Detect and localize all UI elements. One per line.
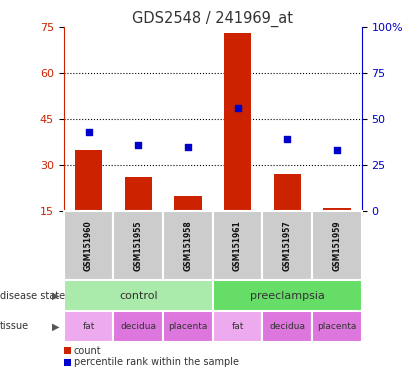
Bar: [64, 311, 113, 342]
Text: count: count: [74, 346, 102, 356]
Point: [85, 129, 92, 135]
Bar: [323, 208, 351, 211]
Text: ▶: ▶: [52, 291, 59, 301]
Text: GSM151960: GSM151960: [84, 220, 93, 271]
Text: fat: fat: [231, 322, 244, 331]
Text: GSM151958: GSM151958: [183, 220, 192, 271]
Bar: [125, 177, 152, 211]
Point: [234, 105, 241, 111]
Point: [135, 142, 141, 148]
Text: preeclampsia: preeclampsia: [250, 291, 325, 301]
Text: GSM151957: GSM151957: [283, 220, 292, 271]
Bar: [163, 211, 213, 280]
Title: GDS2548 / 241969_at: GDS2548 / 241969_at: [132, 11, 293, 27]
Point: [185, 144, 191, 150]
Bar: [64, 211, 113, 280]
Text: tissue: tissue: [0, 321, 29, 331]
Text: ▶: ▶: [52, 321, 59, 331]
Bar: [224, 33, 251, 211]
Bar: [312, 211, 362, 280]
Point: [284, 136, 291, 142]
Bar: [75, 150, 102, 211]
Text: decidua: decidua: [269, 322, 305, 331]
Text: placenta: placenta: [168, 322, 208, 331]
Text: GSM151959: GSM151959: [332, 220, 342, 271]
Bar: [163, 311, 213, 342]
Bar: [213, 211, 262, 280]
Text: GSM151955: GSM151955: [134, 220, 143, 271]
Text: decidua: decidua: [120, 322, 156, 331]
Text: control: control: [119, 291, 157, 301]
Bar: [213, 311, 262, 342]
Point: [334, 147, 340, 154]
Text: disease state: disease state: [0, 291, 65, 301]
Bar: [113, 211, 163, 280]
Text: fat: fat: [82, 322, 95, 331]
Bar: [64, 280, 213, 311]
Bar: [174, 196, 201, 211]
Bar: [312, 311, 362, 342]
Text: GSM151961: GSM151961: [233, 220, 242, 271]
Text: placenta: placenta: [317, 322, 356, 331]
Bar: [262, 211, 312, 280]
Text: percentile rank within the sample: percentile rank within the sample: [74, 357, 239, 367]
Bar: [274, 174, 301, 211]
Bar: [213, 280, 362, 311]
Bar: [113, 311, 163, 342]
Bar: [262, 311, 312, 342]
